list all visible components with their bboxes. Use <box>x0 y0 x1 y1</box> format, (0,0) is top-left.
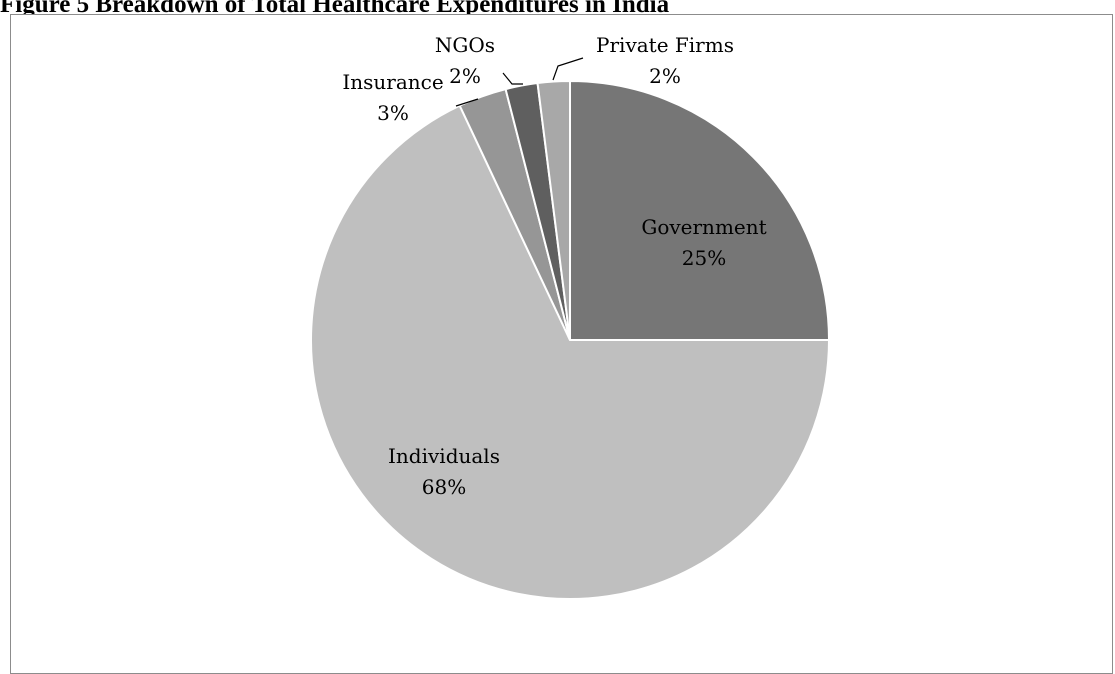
slice-label-private-firms: Private Firms 2% <box>596 33 734 88</box>
pie-slice-private-firms <box>536 79 571 341</box>
leader-lines <box>455 57 584 107</box>
pie-slices <box>310 79 831 600</box>
slice-label-individuals: Individuals 68% <box>388 444 500 499</box>
slice-label-government: Government 25% <box>641 215 766 270</box>
slice-labels: Government 25% Individuals 68% Insurance 3%NG… <box>342 33 766 499</box>
figure-title: Figure 5 Breakdown of Total Healthcare E… <box>0 0 670 18</box>
leader-line-ngos <box>502 72 523 85</box>
pie-slice-government <box>569 79 831 341</box>
leader-line-insurance <box>455 98 479 107</box>
slice-label-insurance: Insurance 3% <box>342 70 443 125</box>
pie-slice-individuals <box>310 104 831 600</box>
slice-label-ngos: NGOs 2% <box>435 33 495 88</box>
leader-line-private-firms <box>552 57 584 81</box>
